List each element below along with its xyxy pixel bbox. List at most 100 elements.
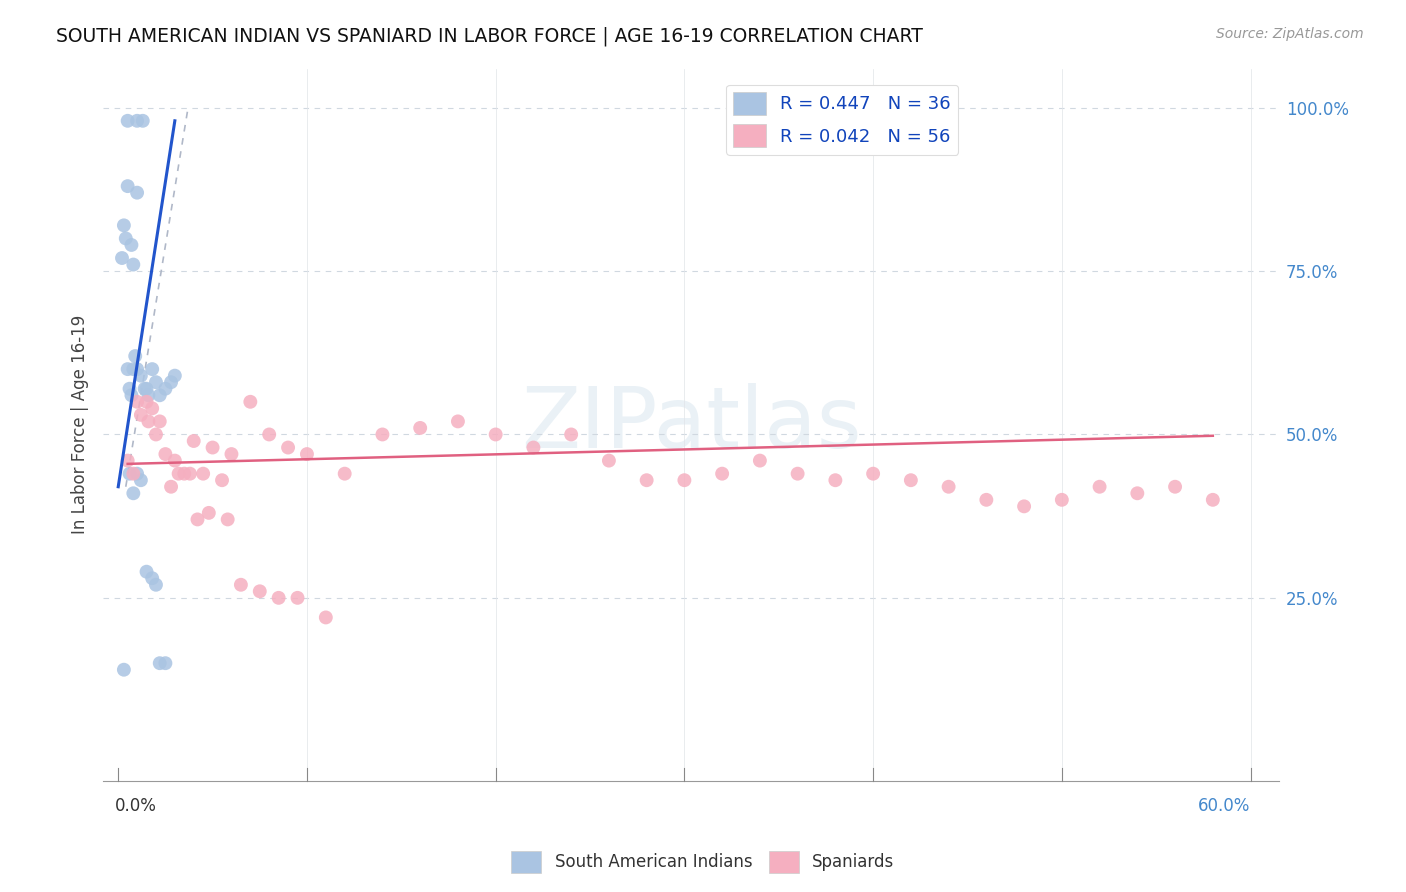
Point — [129, 368, 152, 383]
Point — [135, 394, 157, 409]
Point — [163, 368, 186, 383]
Point — [1164, 480, 1187, 494]
Point — [127, 394, 149, 409]
Point — [277, 441, 299, 455]
Point — [287, 591, 309, 605]
Point — [127, 362, 149, 376]
Point — [120, 388, 142, 402]
Point — [636, 473, 658, 487]
Point — [141, 362, 163, 376]
Point — [221, 447, 243, 461]
Point — [141, 571, 163, 585]
Point — [371, 427, 394, 442]
Point — [748, 453, 770, 467]
Y-axis label: In Labor Force | Age 16-19: In Labor Force | Age 16-19 — [72, 315, 89, 534]
Point — [257, 427, 280, 442]
Point — [183, 434, 205, 448]
Point — [522, 441, 544, 455]
Point — [155, 656, 177, 670]
Point — [149, 414, 172, 428]
Point — [409, 421, 432, 435]
Point — [673, 473, 696, 487]
Point — [267, 591, 290, 605]
Point — [118, 467, 141, 481]
Point — [129, 408, 152, 422]
Point — [217, 512, 239, 526]
Point — [129, 473, 152, 487]
Point — [163, 453, 186, 467]
Point — [132, 113, 155, 128]
Point — [1050, 492, 1073, 507]
Point — [862, 467, 884, 481]
Point — [201, 441, 224, 455]
Point — [135, 565, 157, 579]
Point — [786, 467, 808, 481]
Point — [211, 473, 233, 487]
Point — [120, 238, 142, 252]
Point — [295, 447, 318, 461]
Point — [117, 113, 139, 128]
Point — [160, 480, 183, 494]
Point — [122, 258, 145, 272]
Point — [114, 231, 136, 245]
Point — [1126, 486, 1149, 500]
Point — [1088, 480, 1111, 494]
Point — [145, 578, 167, 592]
Point — [149, 388, 172, 402]
Point — [127, 113, 149, 128]
Point — [447, 414, 470, 428]
Point — [485, 427, 508, 442]
Point — [315, 610, 337, 624]
Point — [117, 453, 139, 467]
Point — [145, 375, 167, 389]
Legend: South American Indians, Spaniards: South American Indians, Spaniards — [505, 845, 901, 880]
Point — [149, 656, 172, 670]
Point — [124, 349, 146, 363]
Legend: R = 0.447   N = 36, R = 0.042   N = 56: R = 0.447 N = 36, R = 0.042 N = 56 — [727, 85, 959, 154]
Point — [135, 382, 157, 396]
Point — [117, 179, 139, 194]
Point — [179, 467, 201, 481]
Text: 0.0%: 0.0% — [114, 797, 156, 815]
Point — [117, 362, 139, 376]
Point — [155, 447, 177, 461]
Point — [976, 492, 998, 507]
Point — [160, 375, 183, 389]
Point — [118, 382, 141, 396]
Point — [229, 578, 252, 592]
Text: Source: ZipAtlas.com: Source: ZipAtlas.com — [1216, 27, 1364, 41]
Point — [141, 401, 163, 416]
Point — [111, 251, 134, 265]
Point — [198, 506, 221, 520]
Point — [127, 186, 149, 200]
Point — [711, 467, 734, 481]
Point — [333, 467, 356, 481]
Point — [122, 486, 145, 500]
Point — [824, 473, 846, 487]
Point — [900, 473, 922, 487]
Point — [122, 362, 145, 376]
Point — [249, 584, 271, 599]
Point — [127, 467, 149, 481]
Text: 60.0%: 60.0% — [1198, 797, 1250, 815]
Point — [560, 427, 582, 442]
Point — [138, 414, 160, 428]
Point — [112, 663, 135, 677]
Point — [239, 394, 262, 409]
Point — [938, 480, 960, 494]
Point — [138, 388, 160, 402]
Text: ZIPatlas: ZIPatlas — [520, 384, 862, 467]
Point — [1012, 500, 1035, 514]
Point — [112, 219, 135, 233]
Point — [167, 467, 190, 481]
Point — [134, 382, 156, 396]
Point — [173, 467, 195, 481]
Text: SOUTH AMERICAN INDIAN VS SPANIARD IN LABOR FORCE | AGE 16-19 CORRELATION CHART: SOUTH AMERICAN INDIAN VS SPANIARD IN LAB… — [56, 27, 924, 46]
Point — [186, 512, 208, 526]
Point — [1202, 492, 1225, 507]
Point — [145, 427, 167, 442]
Point — [598, 453, 620, 467]
Point — [155, 382, 177, 396]
Point — [191, 467, 214, 481]
Point — [122, 467, 145, 481]
